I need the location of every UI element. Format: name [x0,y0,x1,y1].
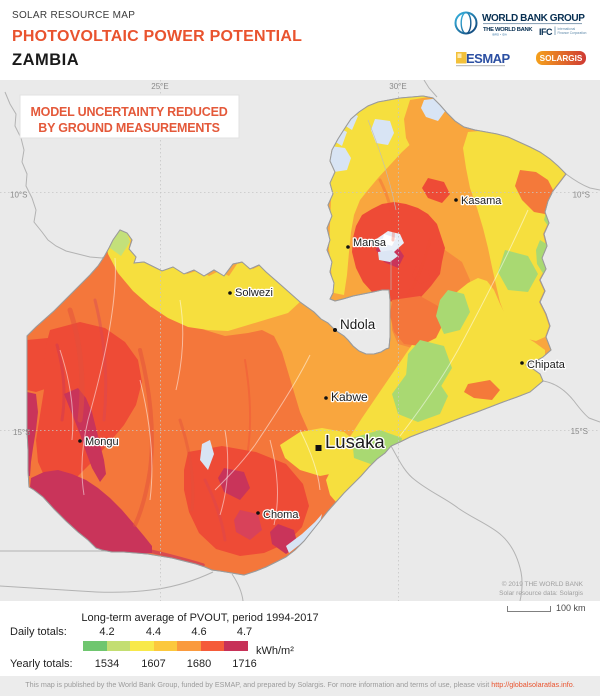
svg-text:Mongu: Mongu [85,436,119,448]
svg-text:International: International [558,27,576,31]
svg-text:10°S: 10°S [10,191,27,200]
svg-text:30°E: 30°E [389,82,406,91]
svg-text:MODEL UNCERTAINTY REDUCED: MODEL UNCERTAINTY REDUCED [30,105,227,119]
svg-text:IFC: IFC [539,27,553,37]
svg-text:IBRD • IDA: IBRD • IDA [492,33,507,37]
svg-text:© 2019 THE WORLD BANK: © 2019 THE WORLD BANK [502,580,584,588]
svg-text:Kasama: Kasama [461,195,502,207]
svg-text:10°S: 10°S [573,191,590,200]
svg-text:Ndola: Ndola [340,317,376,332]
svg-text:15°S: 15°S [13,428,30,437]
svg-text:THE WORLD BANK: THE WORLD BANK [483,27,533,33]
svg-text:Kabwe: Kabwe [331,390,368,404]
svg-text:15°S: 15°S [571,427,588,436]
svg-text:ESMAP: ESMAP [466,51,511,66]
svg-text:Solwezi: Solwezi [235,287,273,299]
svg-text:Solar resource data: Solargis: Solar resource data: Solargis [499,590,584,597]
svg-text:BY GROUND MEASUREMENTS: BY GROUND MEASUREMENTS [38,121,220,135]
svg-text:SOLARGIS: SOLARGIS [540,54,583,63]
svg-text:WORLD BANK GROUP: WORLD BANK GROUP [482,13,585,24]
svg-text:Choma: Choma [263,509,299,521]
svg-text:Mansa: Mansa [353,237,387,249]
svg-text:Chipata: Chipata [527,359,566,371]
svg-text:Lusaka: Lusaka [325,431,385,452]
svg-text:Finance Corporation: Finance Corporation [558,31,587,35]
svg-text:25°E: 25°E [151,82,168,91]
